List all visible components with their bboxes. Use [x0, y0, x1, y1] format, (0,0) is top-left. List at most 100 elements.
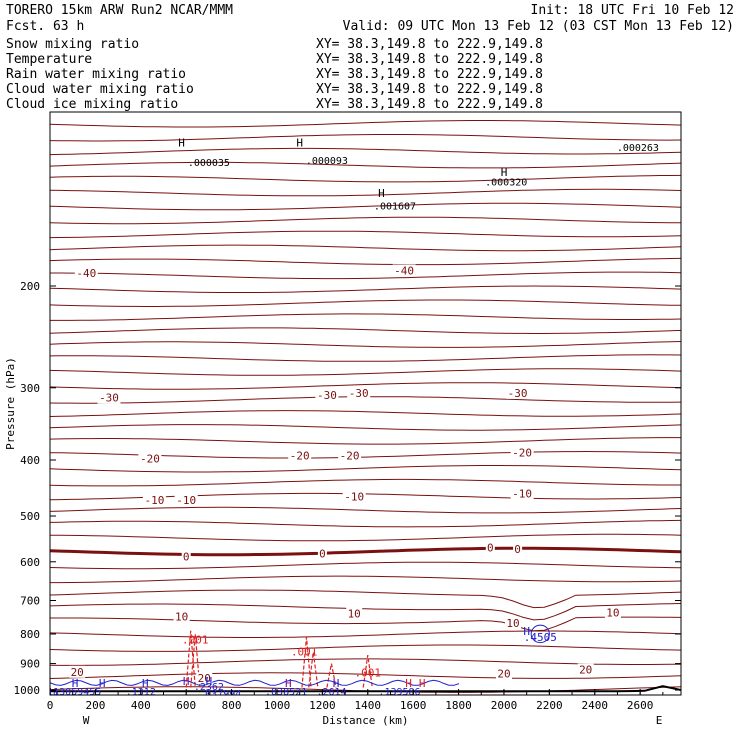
isotherm-label: 0	[514, 543, 521, 556]
isotherm-line	[50, 519, 681, 528]
isotherm-line	[50, 465, 681, 473]
west-label: W	[83, 714, 90, 727]
legend-cloud-water: Cloud water mixing ratio	[6, 82, 194, 97]
init-time: Init: 18 UTC Fri 10 Feb 12	[531, 3, 735, 18]
isotherm-line	[50, 368, 681, 376]
cloud-water-contour	[50, 679, 460, 686]
isotherm-label-bg	[142, 494, 166, 506]
valid-time: Valid: 09 UTC Mon 13 Feb 12 (03 CST Mon …	[343, 19, 734, 34]
isotherm-label-bg	[288, 449, 312, 462]
rain-water-label: .001	[355, 666, 382, 679]
isotherm-label-bg	[173, 610, 190, 623]
legend-cloud-water-xy: XY= 38.3,149.8 to 222.9,149.8	[316, 82, 543, 97]
y-tick-label: 300	[20, 382, 40, 395]
isotherm-label-bg	[138, 452, 162, 465]
ice-max-label: .001607	[374, 201, 416, 212]
y-tick-label: 800	[20, 628, 40, 641]
isotherm-label-bg	[74, 267, 98, 280]
isotherm-line	[50, 437, 681, 445]
isotherm-line	[50, 603, 681, 621]
isotherm-label-bg	[506, 386, 530, 399]
isotherm-label: 20	[579, 664, 592, 677]
x-tick-label: 2200	[536, 699, 563, 712]
y-tick-label: 400	[20, 454, 40, 467]
legend-temperature-xy: XY= 38.3,149.8 to 222.9,149.8	[316, 52, 543, 67]
x-tick-label: 400	[131, 699, 151, 712]
max-marker: H	[333, 677, 340, 690]
isotherm-label-bg	[347, 386, 371, 399]
max-marker: H	[142, 677, 149, 690]
isotherm-label: -30	[99, 392, 119, 405]
isotherm-line	[50, 257, 681, 266]
isotherm-line	[50, 313, 681, 321]
x-tick-label: 1000	[264, 699, 291, 712]
isotherm-line	[50, 120, 681, 128]
isotherm-line	[50, 506, 681, 514]
x-axis-label: Distance (km)	[322, 714, 408, 727]
rain-water-label: .001	[182, 634, 209, 647]
forecast-hour: Fcst. 63 h	[6, 19, 84, 34]
isotherm-label-bg	[510, 446, 534, 459]
y-tick-label: 1000	[14, 684, 41, 697]
x-tick-label: 600	[176, 699, 196, 712]
isotherm-label: -30	[508, 387, 528, 400]
x-tick-label: 1200	[309, 699, 336, 712]
isotherm-label-bg	[97, 391, 121, 404]
isotherm-label: -40	[76, 267, 96, 280]
isotherm-line	[50, 341, 681, 348]
x-tick-label: 0	[47, 699, 54, 712]
isotherm-label-bg	[510, 487, 534, 500]
isotherm-line	[50, 202, 681, 211]
isotherm-label: -20	[140, 453, 160, 466]
isotherm-label-bg	[174, 494, 198, 506]
isotherm-label: 10	[348, 607, 361, 620]
isotherm-label: -10	[144, 494, 164, 507]
max-marker: H	[501, 166, 508, 179]
isotherm-label: -20	[290, 450, 310, 463]
isotherm-line	[50, 616, 681, 632]
isotherm-label-bg	[346, 607, 363, 620]
isotherm-line	[50, 354, 681, 362]
isotherm-label: 10	[175, 611, 188, 624]
legend-cloud-ice: Cloud ice mixing ratio	[6, 97, 178, 112]
plot-frame	[49, 111, 682, 696]
max-marker: H	[99, 677, 106, 690]
terrain-line	[50, 685, 681, 693]
isotherm-line	[50, 478, 681, 487]
x-tick-label: 2000	[491, 699, 518, 712]
rain-water-contour	[362, 654, 373, 688]
isotherm-label-bg	[485, 541, 495, 554]
isotherm-label: 0	[487, 542, 494, 555]
isotherm-line	[50, 134, 681, 142]
isotherm-line	[50, 147, 681, 156]
isotherm-line	[50, 188, 681, 197]
rain-water-label: .001	[291, 646, 318, 659]
isotherm-label-bg	[496, 667, 512, 680]
surface-max-label: .139586	[378, 687, 420, 698]
ice-max-label: .000035	[188, 158, 230, 169]
x-tick-label: 1800	[445, 699, 472, 712]
x-tick-label: 2600	[627, 699, 654, 712]
isotherm-label-bg	[342, 490, 366, 503]
isotherm-label: -40	[394, 265, 414, 278]
isotherm-line	[50, 230, 681, 239]
max-marker: H	[72, 677, 79, 690]
y-tick-label: 700	[20, 594, 40, 607]
isotherm-line	[50, 161, 681, 169]
isotherm-label: -20	[512, 446, 532, 459]
isotherm-label: -10	[176, 494, 196, 507]
isotherm-line	[50, 410, 681, 417]
surface-max-label: .2113059455	[35, 687, 101, 698]
legend-snow-xy: XY= 38.3,149.8 to 222.9,149.8	[316, 37, 543, 52]
isotherm-label: 10	[506, 617, 519, 630]
isotherm-label: 10	[606, 607, 619, 620]
isotherm-line	[50, 546, 681, 557]
cloud-water-cell	[530, 624, 550, 644]
x-tick-label: 1400	[355, 699, 382, 712]
ice-max-label: .000320	[485, 178, 527, 189]
max-marker: H	[523, 625, 530, 638]
isotherm-label-bg	[69, 665, 86, 678]
isotherm-line	[50, 561, 681, 570]
model-title: TORERO 15km ARW Run2 NCAR/MMM	[6, 3, 233, 18]
